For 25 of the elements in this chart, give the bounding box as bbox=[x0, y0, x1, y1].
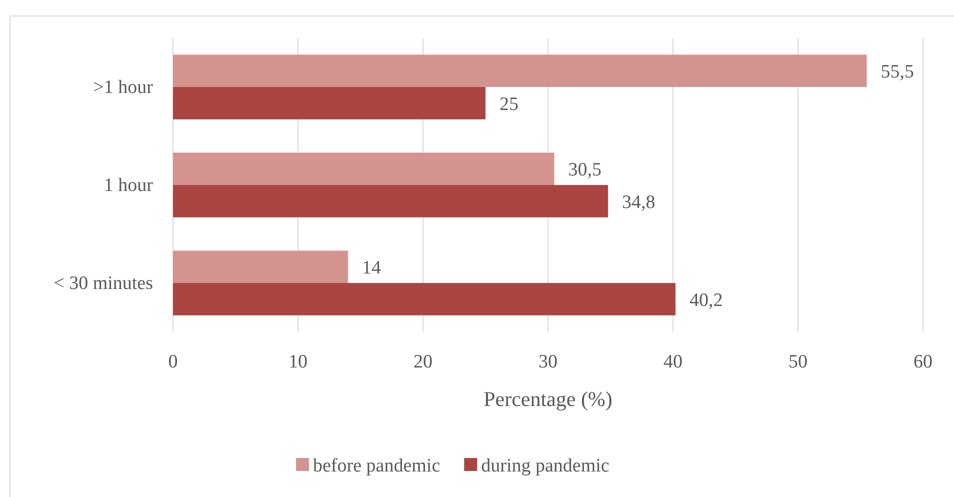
legend-label: during pandemic bbox=[481, 456, 610, 477]
data-label: 34,8 bbox=[622, 192, 656, 213]
bar bbox=[173, 54, 867, 87]
x-tick-label: 30 bbox=[538, 351, 558, 372]
bar bbox=[173, 152, 554, 185]
data-label: 25 bbox=[500, 94, 518, 115]
data-label: 14 bbox=[362, 257, 382, 278]
x-tick-label: 20 bbox=[414, 351, 432, 372]
bar bbox=[173, 87, 486, 120]
data-label: 40,2 bbox=[690, 290, 723, 311]
data-label: 30,5 bbox=[568, 159, 602, 180]
x-tick-label: 0 bbox=[168, 351, 178, 372]
y-tick-label: < 30 minutes bbox=[54, 273, 153, 294]
bar bbox=[173, 250, 348, 283]
x-tick-label: 40 bbox=[664, 351, 682, 372]
y-tick-label: 1 hour bbox=[104, 175, 154, 196]
x-tick-label: 10 bbox=[288, 351, 308, 372]
data-label: 55,5 bbox=[880, 61, 914, 82]
x-axis-title: Percentage (%) bbox=[484, 387, 612, 411]
legend-label: before pandemic bbox=[313, 456, 440, 477]
y-tick-label: >1 hour bbox=[93, 77, 154, 98]
bar bbox=[173, 185, 608, 218]
x-tick-label: 50 bbox=[788, 351, 808, 372]
x-tick-label: 60 bbox=[914, 351, 932, 372]
bar bbox=[173, 283, 676, 316]
